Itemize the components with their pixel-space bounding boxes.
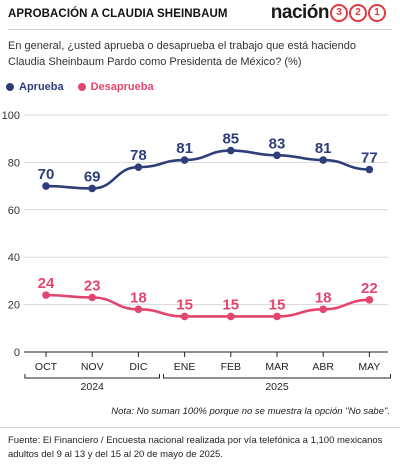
point-desaprueba-mar [273, 312, 281, 321]
footer-divider [0, 427, 400, 428]
point-desaprueba-abr [319, 305, 328, 314]
data-label-aprueba-may: 77 [361, 150, 378, 167]
point-aprueba-dic [134, 163, 143, 171]
y-tick-label-40: 40 [8, 252, 20, 264]
brand-digit-1: 1 [368, 4, 386, 22]
source-text: Fuente: El Financiero / Encuesta naciona… [8, 435, 383, 460]
point-aprueba-nov [88, 184, 96, 193]
data-label-desaprueba-nov: 23 [84, 277, 101, 294]
chart-title: APROBACIÓN A CLAUDIA SHEINBAUM [8, 8, 228, 20]
year-label-2024: 2024 [81, 381, 105, 393]
chart-note: Nota: No suman 100% porque no se muestra… [111, 406, 390, 417]
data-label-aprueba-oct: 70 [38, 166, 55, 183]
year-bracket-2025 [163, 374, 391, 379]
series-line-aprueba [45, 149, 370, 190]
x-tick-label-may: MAY [358, 361, 380, 373]
data-label-desaprueba-feb: 15 [222, 296, 239, 313]
point-aprueba-mar [273, 151, 281, 160]
legend-dot-desaprueba [77, 83, 86, 91]
y-tick-label-0: 0 [14, 347, 20, 359]
data-label-desaprueba-oct: 24 [38, 275, 55, 292]
point-desaprueba-may [365, 296, 374, 304]
data-label-aprueba-dic: 78 [130, 147, 147, 164]
y-tick-label-80: 80 [8, 157, 20, 169]
x-tick-label-dic: DIC [129, 361, 148, 373]
chart-legend: Aprueba Desaprueba [6, 81, 168, 93]
survey-question: En general, ¿usted aprueba o desaprueba … [8, 40, 356, 68]
x-tick-label-feb: FEB [221, 361, 241, 373]
data-label-aprueba-abr: 81 [315, 140, 332, 157]
year-label-2025: 2025 [265, 381, 289, 393]
x-tick-label-mar: MAR [265, 361, 289, 373]
data-label-desaprueba-dic: 18 [130, 289, 147, 306]
y-tick-label-20: 20 [8, 300, 20, 312]
legend-item-desaprueba: Desaprueba [77, 81, 154, 93]
header-divider [8, 29, 392, 30]
brand-logo: nación 3 2 1 [271, 2, 386, 24]
point-aprueba-ene [180, 156, 189, 164]
brand-digit-2: 2 [349, 4, 367, 22]
x-tick-label-nov: NOV [81, 361, 104, 373]
point-aprueba-feb [227, 146, 235, 155]
line-chart: 0 20 40 60 80 100 OCT NOV DIC ENE FEB MAR ABR MAY 2024… [2, 110, 391, 393]
data-label-aprueba-ene: 81 [176, 140, 193, 157]
point-desaprueba-ene [180, 312, 189, 321]
data-label-desaprueba-mar: 15 [269, 296, 286, 313]
point-aprueba-abr [319, 156, 328, 164]
data-label-aprueba-feb: 85 [222, 131, 239, 148]
legend-label-desaprueba: Desaprueba [90, 81, 154, 93]
point-desaprueba-oct [42, 291, 50, 299]
point-desaprueba-nov [88, 293, 96, 302]
data-label-desaprueba-abr: 18 [315, 289, 332, 306]
data-label-aprueba-mar: 83 [269, 135, 286, 152]
y-tick-label-100: 100 [2, 110, 20, 122]
x-tick-label-oct: OCT [35, 361, 58, 373]
year-bracket-2024 [24, 374, 160, 379]
point-aprueba-oct [42, 182, 50, 190]
data-label-aprueba-nov: 69 [84, 168, 101, 185]
x-tick-label-ene: ENE [174, 361, 196, 373]
header: APROBACIÓN A CLAUDIA SHEINBAUM nación 3 … [0, 0, 400, 30]
legend-item-aprueba: Aprueba [6, 81, 64, 93]
point-desaprueba-feb [227, 312, 235, 321]
series-line-desaprueba [45, 293, 370, 318]
point-aprueba-may [365, 165, 374, 174]
point-desaprueba-dic [134, 305, 143, 314]
brand-wordmark: nación [270, 2, 330, 23]
y-tick-label-60: 60 [8, 205, 20, 217]
legend-label-aprueba: Aprueba [19, 81, 64, 93]
data-label-desaprueba-may: 22 [361, 280, 378, 297]
legend-dot-aprueba [6, 83, 14, 91]
x-tick-label-abr: ABR [312, 361, 334, 373]
brand-digit-3: 3 [330, 4, 348, 22]
data-label-desaprueba-ene: 15 [176, 296, 193, 313]
